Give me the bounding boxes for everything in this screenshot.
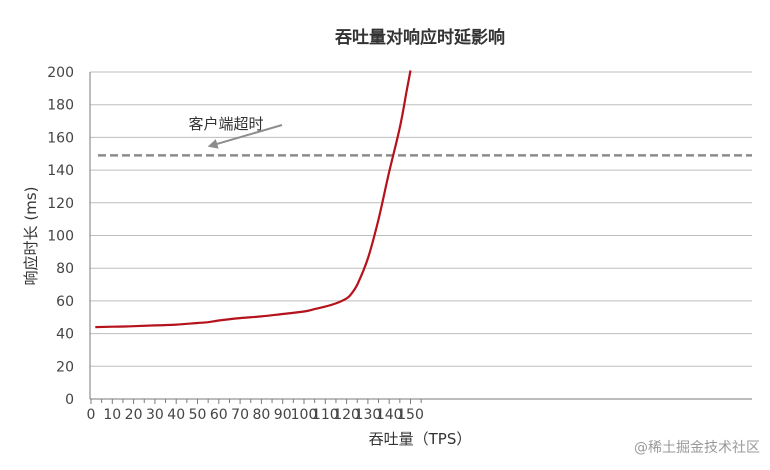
y-tick-60: 60 <box>56 294 74 310</box>
gridlines <box>89 71 752 400</box>
x-tick-140: 140 <box>376 407 403 423</box>
y-tick-140: 140 <box>47 163 74 179</box>
x-tick-70: 70 <box>231 407 249 423</box>
annotation-label-0: 客户端超时 <box>188 115 263 133</box>
y-tick-120: 120 <box>47 196 74 212</box>
y-tick-100: 100 <box>47 229 74 245</box>
x-tick-130: 130 <box>355 407 382 423</box>
watermark: @稀土掘金技术社区 <box>634 440 760 456</box>
annotation-arrow-0 <box>207 124 283 149</box>
x-tick-30: 30 <box>146 407 164 423</box>
x-tick-40: 40 <box>167 407 185 423</box>
x-tick-90: 90 <box>274 407 292 423</box>
series-group <box>95 70 412 329</box>
x-tick-100: 100 <box>291 407 318 423</box>
chart-title: 吞吐量对响应时延影响 <box>335 27 505 48</box>
annotations: 客户端超时 <box>188 115 283 149</box>
y-tick-80: 80 <box>56 261 74 277</box>
x-tick-0: 0 <box>87 407 96 423</box>
x-tick-120: 120 <box>333 407 360 423</box>
y-axis-label: 响应时长 (ms) <box>22 187 40 286</box>
y-tick-0: 0 <box>65 392 74 408</box>
x-tick-60: 60 <box>210 407 228 423</box>
x-axis-label: 吞吐量（TPS） <box>369 430 472 448</box>
x-tick-50: 50 <box>189 407 207 423</box>
y-tick-200: 200 <box>47 65 74 81</box>
x-tick-150: 150 <box>397 407 424 423</box>
y-axis-ticks: 0 20 40 60 80 100 120 140 160 180 200 <box>47 65 74 408</box>
x-tick-20: 20 <box>125 407 143 423</box>
y-tick-160: 160 <box>47 130 74 146</box>
y-tick-40: 40 <box>56 327 74 343</box>
x-tick-10: 10 <box>103 407 121 423</box>
series-line-0 <box>95 70 412 329</box>
x-tick-110: 110 <box>312 407 339 423</box>
x-tick-80: 80 <box>252 407 270 423</box>
y-tick-20: 20 <box>56 359 74 375</box>
y-tick-180: 180 <box>47 98 74 114</box>
